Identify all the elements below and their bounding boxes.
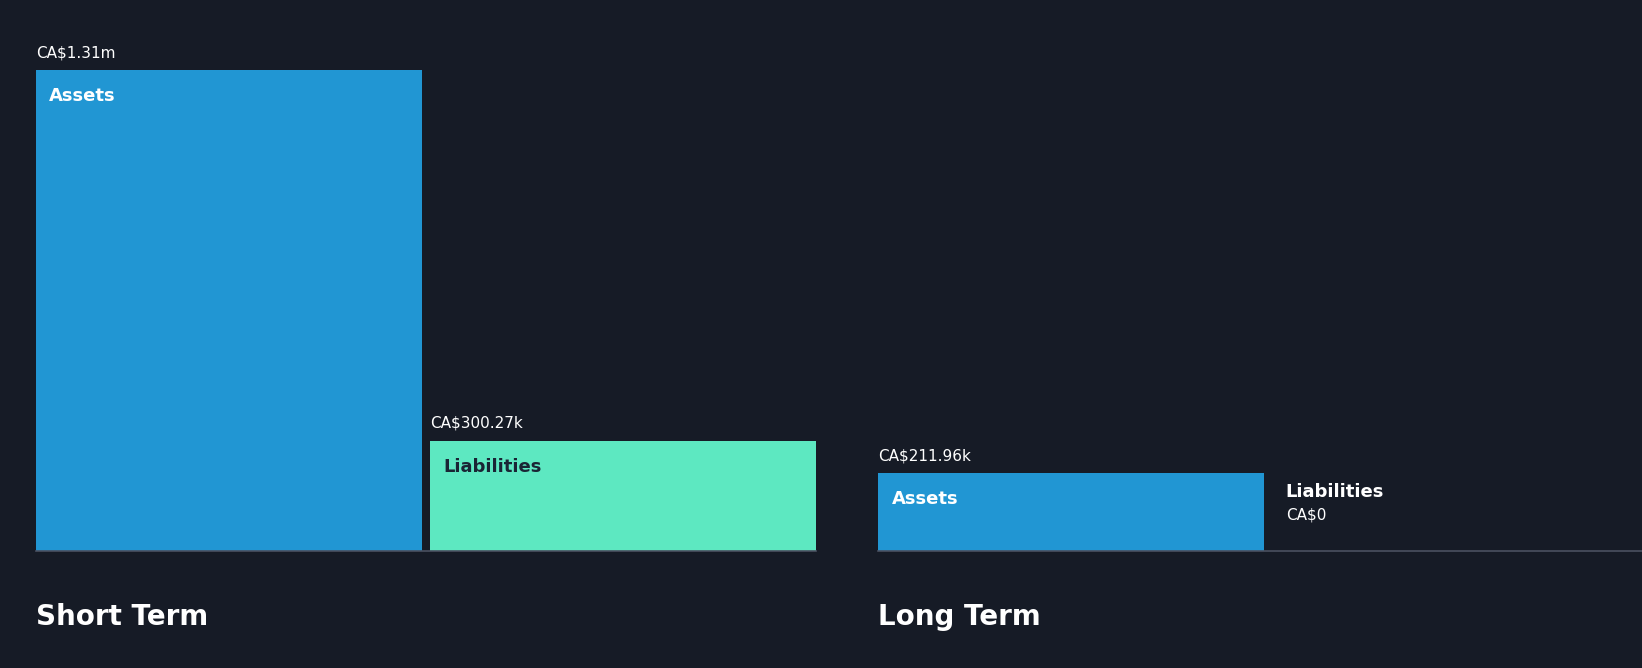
- Text: CA$0: CA$0: [1286, 508, 1327, 522]
- Text: Liabilities: Liabilities: [1286, 482, 1384, 500]
- Text: Assets: Assets: [892, 490, 959, 508]
- Text: Long Term: Long Term: [878, 603, 1041, 631]
- Text: Assets: Assets: [49, 87, 117, 105]
- Text: Liabilities: Liabilities: [443, 458, 542, 476]
- Text: Short Term: Short Term: [36, 603, 209, 631]
- Text: CA$1.31m: CA$1.31m: [36, 45, 115, 60]
- Text: CA$300.27k: CA$300.27k: [430, 416, 522, 431]
- Text: CA$211.96k: CA$211.96k: [878, 448, 972, 464]
